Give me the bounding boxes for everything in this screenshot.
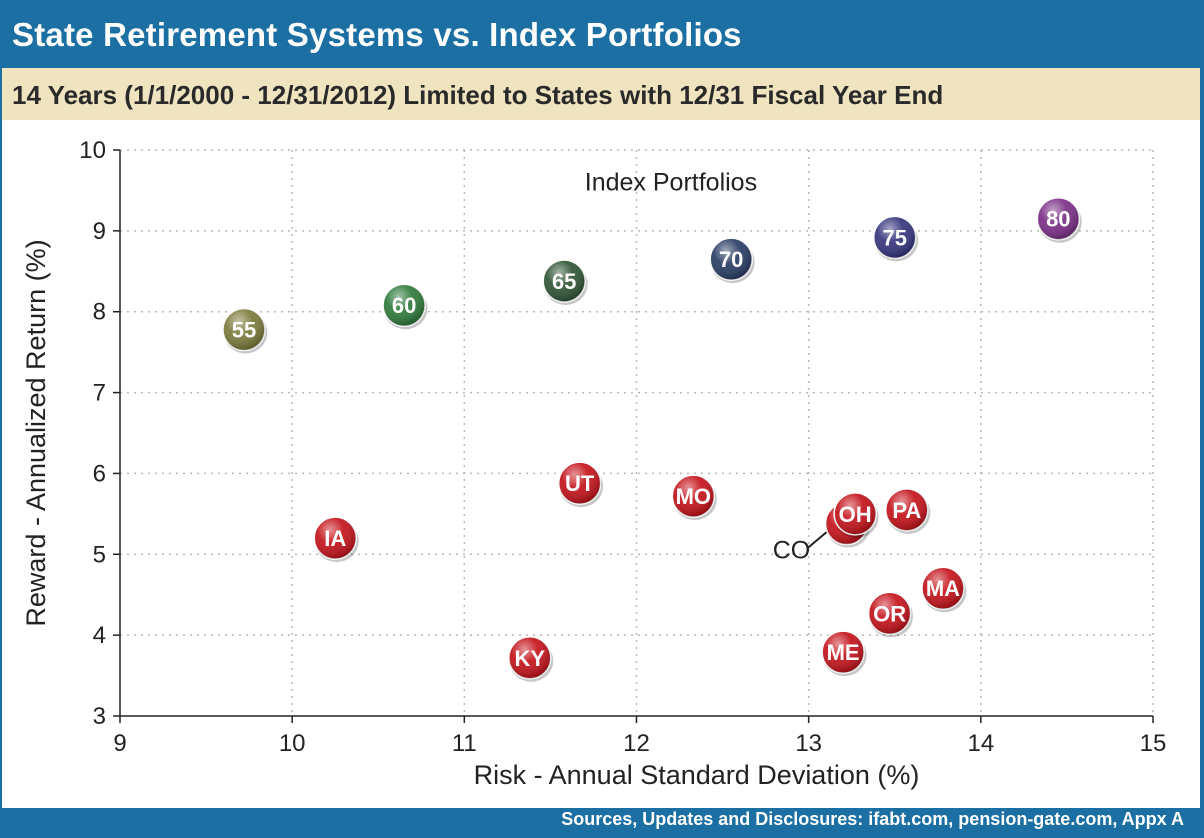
point-label-pa: PA <box>892 498 921 523</box>
annotation-co: CO <box>773 536 811 564</box>
subtitle-bar: 14 Years (1/1/2000 - 12/31/2012) Limited… <box>2 68 1200 120</box>
chart-title: State Retirement Systems vs. Index Portf… <box>12 16 742 53</box>
point-label-55: 55 <box>232 318 256 343</box>
point-label-ma: MA <box>926 576 960 601</box>
point-60: 60 <box>382 283 428 330</box>
title-bar: State Retirement Systems vs. Index Portf… <box>0 0 1204 66</box>
y-tick-label-9: 9 <box>93 218 106 245</box>
point-label-mo: MO <box>676 484 711 509</box>
point-label-or: OR <box>873 601 906 626</box>
x-tick-label-15: 15 <box>1140 730 1167 757</box>
grid-layer <box>120 149 1154 716</box>
point-label-70: 70 <box>719 247 743 272</box>
point-me: ME <box>821 630 867 677</box>
y-tick-label-5: 5 <box>93 541 106 568</box>
y-tick-label-7: 7 <box>93 380 106 407</box>
point-oh: OH <box>833 492 879 538</box>
point-label-75: 75 <box>883 225 907 250</box>
point-80: 80 <box>1036 196 1082 243</box>
point-label-oh: OH <box>839 502 872 527</box>
x-tick-label-11: 11 <box>452 730 477 757</box>
point-pa: PA <box>885 488 931 534</box>
y-tick-label-6: 6 <box>93 460 106 487</box>
chart-subtitle: 14 Years (1/1/2000 - 12/31/2012) Limited… <box>12 80 944 110</box>
point-label-ia: IA <box>324 526 346 551</box>
x-tick-label-9: 9 <box>113 730 126 757</box>
point-ia: IA <box>313 516 359 563</box>
point-layer: 55 60 65 70 75 80 IA UT KY MO OH PA MA OR ME <box>222 196 1082 682</box>
point-ut: UT <box>557 461 604 508</box>
y-axis-label: Reward - Annualized Return (%) <box>21 239 51 626</box>
x-tick-label-12: 12 <box>623 730 650 757</box>
y-tick-label-4: 4 <box>93 622 106 649</box>
point-label-65: 65 <box>552 269 576 294</box>
axis-layer: 9 10 11 12 13 14 15 3 4 5 6 7 8 9 10 Risk - Annual Stan… <box>21 137 1166 790</box>
plot-area <box>2 120 1200 808</box>
point-mo: MO <box>671 474 717 521</box>
point-70: 70 <box>709 237 755 284</box>
point-label-60: 60 <box>392 293 416 318</box>
y-tick-label-10: 10 <box>79 137 106 164</box>
y-tick-label-3: 3 <box>93 703 106 730</box>
x-tick-label-14: 14 <box>967 730 994 757</box>
x-tick-label-13: 13 <box>795 730 822 757</box>
footer-sources: Sources, Updates and Disclosures: ifabt.… <box>561 809 1184 829</box>
point-label-ut: UT <box>565 471 595 496</box>
point-ma: MA <box>921 566 967 613</box>
x-axis-label: Risk - Annual Standard Deviation (%) <box>474 760 920 790</box>
point-65: 65 <box>542 259 588 305</box>
point-label-ky: KY <box>514 646 545 671</box>
point-label-me: ME <box>827 640 860 665</box>
point-75: 75 <box>873 215 919 262</box>
point-or: OR <box>867 591 914 638</box>
x-tick-label-10: 10 <box>279 730 306 757</box>
point-ky: KY <box>508 636 554 682</box>
point-label-80: 80 <box>1046 207 1070 232</box>
annotation-index-portfolios: Index Portfolios <box>585 168 757 196</box>
y-tick-label-8: 8 <box>93 299 106 326</box>
point-55: 55 <box>222 307 268 354</box>
